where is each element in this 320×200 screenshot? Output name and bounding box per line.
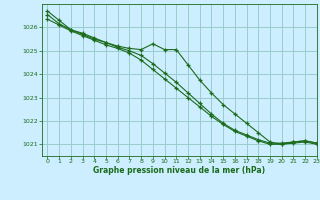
X-axis label: Graphe pression niveau de la mer (hPa): Graphe pression niveau de la mer (hPa) <box>93 166 265 175</box>
